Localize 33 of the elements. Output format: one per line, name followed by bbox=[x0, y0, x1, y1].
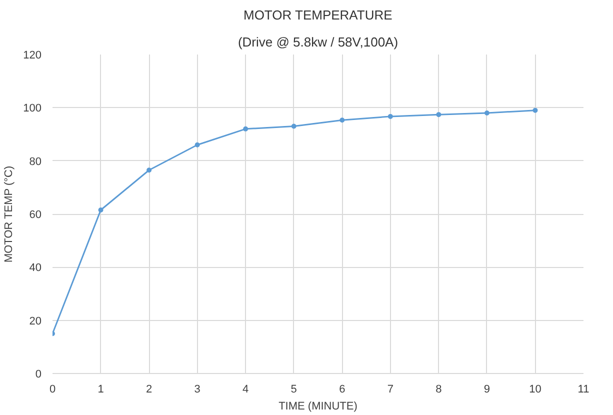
y-tick-label: 120 bbox=[23, 50, 42, 62]
x-tick-label: 1 bbox=[98, 384, 104, 396]
x-tick-label: 7 bbox=[387, 384, 394, 396]
y-tick-label: 20 bbox=[29, 315, 42, 328]
y-tick-label: 60 bbox=[29, 209, 42, 221]
y-axis-title: MOTOR TEMP (°C) bbox=[3, 166, 16, 263]
x-tick-label: 5 bbox=[290, 384, 297, 396]
point bbox=[340, 118, 345, 123]
point bbox=[243, 126, 248, 132]
chart-title: MOTOR TEMPERATURE bbox=[243, 8, 393, 22]
point bbox=[388, 114, 393, 119]
x-tick-label: 10 bbox=[529, 384, 542, 396]
y-tick-label: 80 bbox=[29, 156, 42, 168]
y-tick-label: 40 bbox=[29, 262, 42, 274]
x-tick-label: 9 bbox=[484, 384, 490, 396]
x-tick-label: 3 bbox=[194, 384, 200, 396]
chart-subtitle: (Drive @ 5.8kw / 58V,100A) bbox=[238, 34, 398, 50]
y-tick-label: 100 bbox=[23, 102, 42, 115]
x-tick-label: 8 bbox=[436, 384, 442, 396]
point bbox=[291, 124, 296, 129]
point bbox=[484, 110, 490, 116]
x-tick-label: 11 bbox=[578, 384, 590, 396]
point bbox=[532, 108, 538, 113]
x-tick-label: 4 bbox=[242, 384, 249, 396]
x-tick-label: 0 bbox=[49, 384, 56, 396]
point bbox=[146, 168, 152, 173]
point bbox=[98, 208, 104, 213]
point bbox=[194, 142, 200, 148]
x-tick-label: 2 bbox=[146, 384, 152, 396]
x-tick-label: 6 bbox=[339, 384, 346, 396]
x-axis-title: TIME (MINUTE) bbox=[278, 400, 358, 412]
y-tick-label: 0 bbox=[35, 368, 42, 380]
point bbox=[436, 112, 442, 118]
